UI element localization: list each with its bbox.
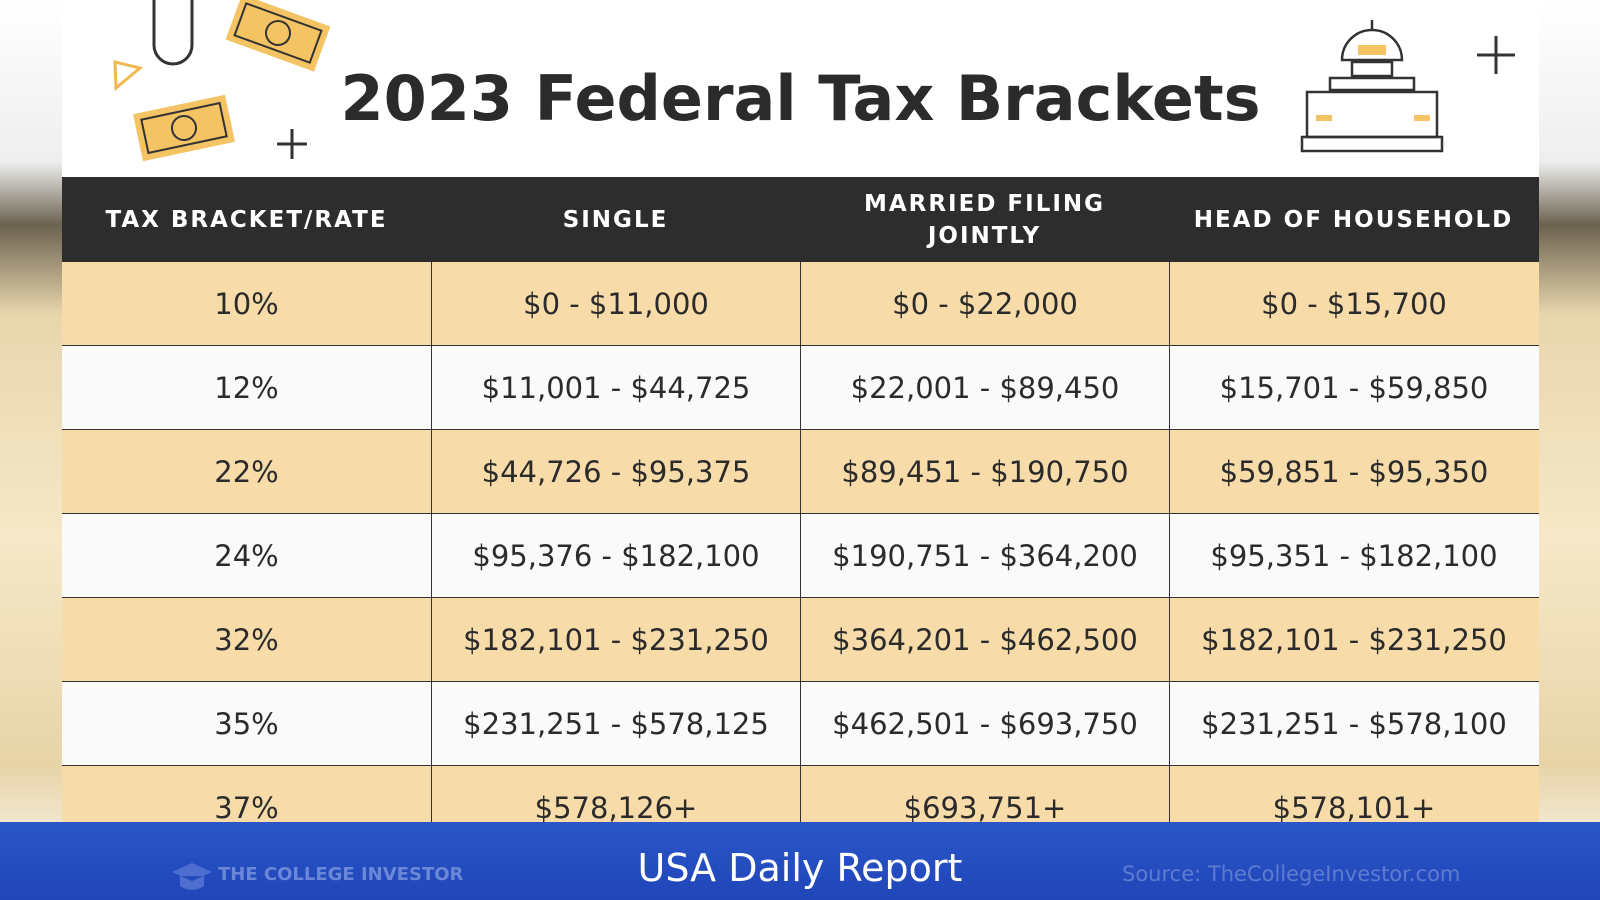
title: 2023 Federal Tax Brackets bbox=[340, 62, 1261, 135]
table-cell: $59,851 - $95,350 bbox=[1169, 430, 1538, 513]
table-cell: $578,126+ bbox=[431, 766, 800, 849]
column-header-text: MARRIED FILING JOINTLY bbox=[863, 190, 1106, 249]
column-header: MARRIED FILING JOINTLY bbox=[800, 177, 1169, 262]
brand: THE COLLEGE INVESTOR bbox=[218, 864, 464, 885]
table-cell: 32% bbox=[214, 622, 279, 657]
table-row: 12% $11,001 - $44,725 $22,001 - $89,450 $15… bbox=[62, 346, 1539, 430]
table-cell: 22% bbox=[214, 454, 279, 489]
table-cell: $190,751 - $364,200 bbox=[800, 514, 1169, 597]
table-row: 32% $182,101 - $231,250 $364,201 - $462,50… bbox=[62, 598, 1539, 682]
table-cell: $44,726 - $95,375 bbox=[431, 430, 800, 513]
table-cell: $95,376 - $182,100 bbox=[431, 514, 800, 597]
column-header: TAX BRACKET/RATE bbox=[62, 177, 431, 262]
card: 2023 Federal Tax Brackets TAX BRACKET/RA… bbox=[62, 0, 1539, 900]
table-row: 10% $0 - $11,000 $0 - $22,000 $0 - $15,700 bbox=[62, 262, 1539, 346]
table-cell: 37% bbox=[214, 790, 279, 825]
table-cell: $693,751+ bbox=[800, 766, 1169, 849]
table-cell: $22,001 - $89,450 bbox=[800, 346, 1169, 429]
table-row: 24% $95,376 - $182,100 $190,751 - $364,200… bbox=[62, 514, 1539, 598]
column-header-text: TAX BRACKET/RATE bbox=[105, 206, 388, 233]
table-row: 22% $44,726 - $95,375 $89,451 - $190,750 $5… bbox=[62, 430, 1539, 514]
table-cell: $231,251 - $578,100 bbox=[1169, 682, 1538, 765]
column-header-text: HEAD OF HOUSEHOLD bbox=[1193, 206, 1514, 233]
table-cell: $11,001 - $44,725 bbox=[431, 346, 800, 429]
table-cell: $364,201 - $462,500 bbox=[800, 598, 1169, 681]
table-cell: $182,101 - $231,250 bbox=[1169, 598, 1538, 681]
header-row: TAX BRACKET/RATE SINGLE MARRIED FILING JOI… bbox=[62, 177, 1539, 262]
table-cell: 10% bbox=[214, 286, 279, 321]
table-cell: $0 - $15,700 bbox=[1169, 262, 1538, 345]
table-cell: $95,351 - $182,100 bbox=[1169, 514, 1538, 597]
table-cell: $578,101+ bbox=[1169, 766, 1538, 849]
tax-table: TAX BRACKET/RATE SINGLE MARRIED FILING JOI… bbox=[62, 177, 1539, 850]
table-cell: 12% bbox=[214, 370, 279, 405]
news-bar bbox=[0, 822, 1600, 900]
table-cell: $15,701 - $59,850 bbox=[1169, 346, 1538, 429]
table-cell: $0 - $11,000 bbox=[431, 262, 800, 345]
table-cell: $89,451 - $190,750 bbox=[800, 430, 1169, 513]
table-cell: $462,501 - $693,750 bbox=[800, 682, 1169, 765]
column-header: HEAD OF HOUSEHOLD bbox=[1169, 177, 1538, 262]
channel-name: USA Daily Report bbox=[637, 846, 963, 890]
table-cell: $0 - $22,000 bbox=[800, 262, 1169, 345]
table-cell: $182,101 - $231,250 bbox=[431, 598, 800, 681]
table-cell: 35% bbox=[214, 706, 279, 741]
table-cell: $231,251 - $578,125 bbox=[431, 682, 800, 765]
column-header: SINGLE bbox=[431, 177, 800, 262]
table-row: 35% $231,251 - $578,125 $462,501 - $693,75… bbox=[62, 682, 1539, 766]
column-header-text: SINGLE bbox=[562, 206, 669, 233]
table-cell: 24% bbox=[214, 538, 279, 573]
brand-logo bbox=[172, 863, 212, 890]
source: Source: TheCollegeInvestor.com bbox=[1122, 862, 1461, 886]
decorations bbox=[113, 0, 1515, 162]
